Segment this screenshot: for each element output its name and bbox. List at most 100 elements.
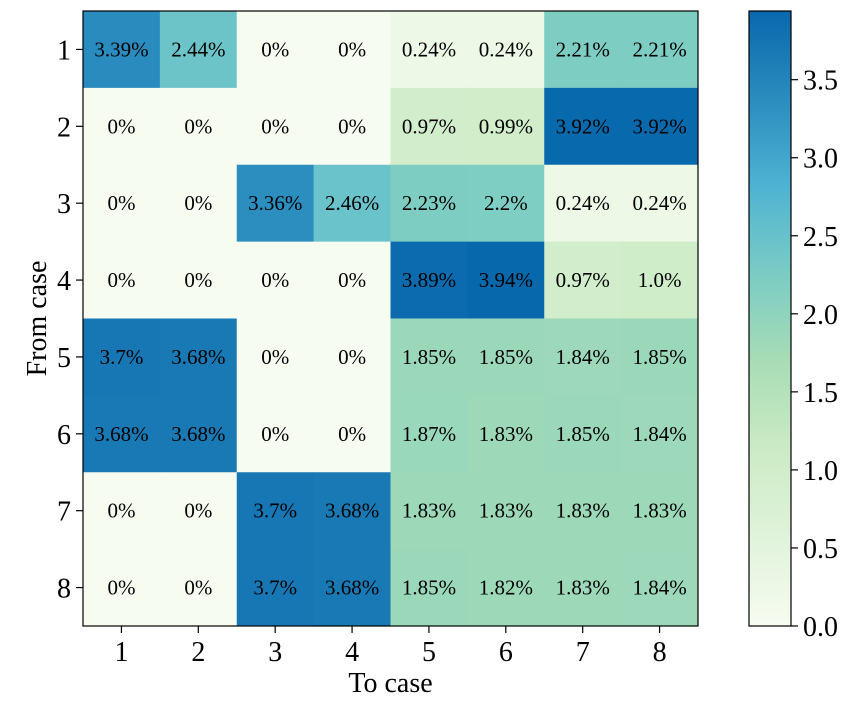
- cell-value-label: 0%: [261, 114, 289, 138]
- y-tick-label: 7: [57, 497, 71, 528]
- heatmap-cell: [467, 11, 545, 89]
- heatmap-cell: [390, 472, 468, 550]
- y-axis-title: From case: [22, 261, 53, 377]
- heatmap-cell: [313, 318, 391, 396]
- cell-value-label: 1.85%: [479, 345, 533, 369]
- cell-value-label: 2.2%: [484, 191, 528, 215]
- cell-value-label: 3.89%: [402, 268, 456, 292]
- cell-value-label: 0.99%: [479, 114, 533, 138]
- heatmap-cell: [83, 164, 161, 243]
- x-axis-title: To case: [348, 668, 432, 699]
- heatmap-cell: [467, 318, 545, 396]
- heatmap-cell: [544, 395, 622, 473]
- heatmap-cell: [236, 549, 315, 627]
- heatmap-cell: [621, 318, 699, 396]
- cell-value-label: 1.87%: [402, 422, 456, 446]
- cell-value-label: 1.83%: [479, 422, 533, 446]
- x-tick-label: 2: [191, 637, 205, 668]
- heatmap-cell: [621, 395, 699, 473]
- heatmap-cell: [467, 241, 545, 319]
- colorbar-tick-label: 2.0: [803, 300, 838, 331]
- cell-value-label: 3.94%: [479, 268, 533, 292]
- heatmap-cell: [621, 11, 699, 89]
- colorbar: [748, 10, 792, 627]
- cell-value-label: 3.7%: [100, 345, 144, 369]
- heatmap-cell: [544, 472, 622, 550]
- cell-value-label: 0%: [107, 268, 135, 292]
- cell-value-label: 1.83%: [556, 576, 610, 600]
- cell-value-label: 3.7%: [253, 499, 297, 523]
- y-tick-label: 3: [57, 189, 71, 220]
- colorbar-tick-label: 2.5: [803, 222, 838, 253]
- cell-value-label: 0%: [107, 114, 135, 138]
- heatmap-cell: [159, 395, 238, 473]
- heatmap-cell: [390, 318, 468, 396]
- cell-value-label: 0%: [338, 422, 366, 446]
- heatmap-cell: [467, 395, 545, 473]
- x-tick-label: 6: [499, 637, 513, 668]
- cell-value-label: 1.83%: [632, 499, 686, 523]
- heatmap-cell: [159, 87, 238, 166]
- heatmap-cell: [544, 549, 622, 627]
- cell-value-label: 1.85%: [632, 345, 686, 369]
- cell-value-label: 0.24%: [556, 191, 610, 215]
- heatmap-cell: [236, 164, 315, 243]
- heatmap-cell: [236, 472, 315, 550]
- heatmap-cell: [390, 241, 468, 319]
- cell-value-label: 3.68%: [94, 422, 148, 446]
- x-tick-label: 7: [576, 637, 590, 668]
- colorbar-tick-label: 3.0: [803, 144, 838, 175]
- heatmap-cell: [83, 472, 161, 550]
- heatmap-cell: [313, 549, 391, 627]
- cell-value-label: 3.68%: [325, 499, 379, 523]
- cell-value-label: 1.84%: [632, 422, 686, 446]
- heatmap-cell: [236, 11, 315, 89]
- x-tick-label: 3: [268, 637, 282, 668]
- heatmap-cell: [83, 549, 161, 627]
- cell-value-label: 0%: [338, 268, 366, 292]
- cell-value-label: 1.0%: [638, 268, 682, 292]
- x-axis-ticks: 1 2 3 4 5 6 7 8: [114, 626, 667, 668]
- cell-value-label: 0%: [107, 191, 135, 215]
- heatmap-cell: [313, 11, 391, 89]
- cell-value-label: 0.97%: [556, 268, 610, 292]
- cell-value-label: 3.39%: [94, 37, 148, 61]
- heatmap-cell: [236, 318, 315, 396]
- cell-value-label: 3.7%: [253, 576, 297, 600]
- heatmap-cell: [236, 87, 315, 166]
- plot-frame: [82, 10, 699, 627]
- heatmap-cell-labels: 3.39% 2.44% 0% 0% 0.24% 0.24% 2.21% 2.21% 0% 0% 0%…: [94, 37, 686, 599]
- heatmap-cell: [390, 395, 468, 473]
- x-tick-label: 1: [114, 637, 128, 668]
- cell-value-label: 3.92%: [556, 114, 610, 138]
- cell-value-label: 1.84%: [556, 345, 610, 369]
- cell-value-label: 0%: [338, 37, 366, 61]
- heatmap-cell: [236, 395, 315, 473]
- heatmap-cell: [621, 549, 699, 627]
- heatmap-cell: [544, 318, 622, 396]
- heatmap-cell: [83, 241, 161, 319]
- heatmap-cell: [621, 241, 699, 319]
- heatmap-cell: [313, 87, 391, 166]
- heatmap-cell: [313, 164, 391, 243]
- cell-value-label: 1.83%: [402, 499, 456, 523]
- cell-value-label: 2.21%: [632, 37, 686, 61]
- heatmap-cell: [83, 395, 161, 473]
- y-tick-label: 1: [57, 35, 71, 66]
- cell-value-label: 3.92%: [632, 114, 686, 138]
- heatmap-cell: [467, 472, 545, 550]
- cell-value-label: 1.85%: [402, 576, 456, 600]
- y-tick-label: 2: [57, 112, 71, 143]
- heatmap-cell: [390, 549, 468, 627]
- colorbar-tick-label: 1.5: [803, 378, 838, 409]
- heatmap-cell: [159, 318, 238, 396]
- heatmap-cell: [236, 241, 315, 319]
- y-tick-label: 6: [57, 420, 71, 451]
- heatmap-cell: [621, 472, 699, 550]
- cell-value-label: 3.68%: [325, 576, 379, 600]
- y-axis-ticks: 1 2 3 4 5 6 7 8: [57, 35, 83, 605]
- cell-value-label: 0%: [338, 345, 366, 369]
- heatmap-cell: [159, 472, 238, 550]
- cell-value-label: 0.24%: [402, 37, 456, 61]
- heatmap-cell: [390, 164, 468, 243]
